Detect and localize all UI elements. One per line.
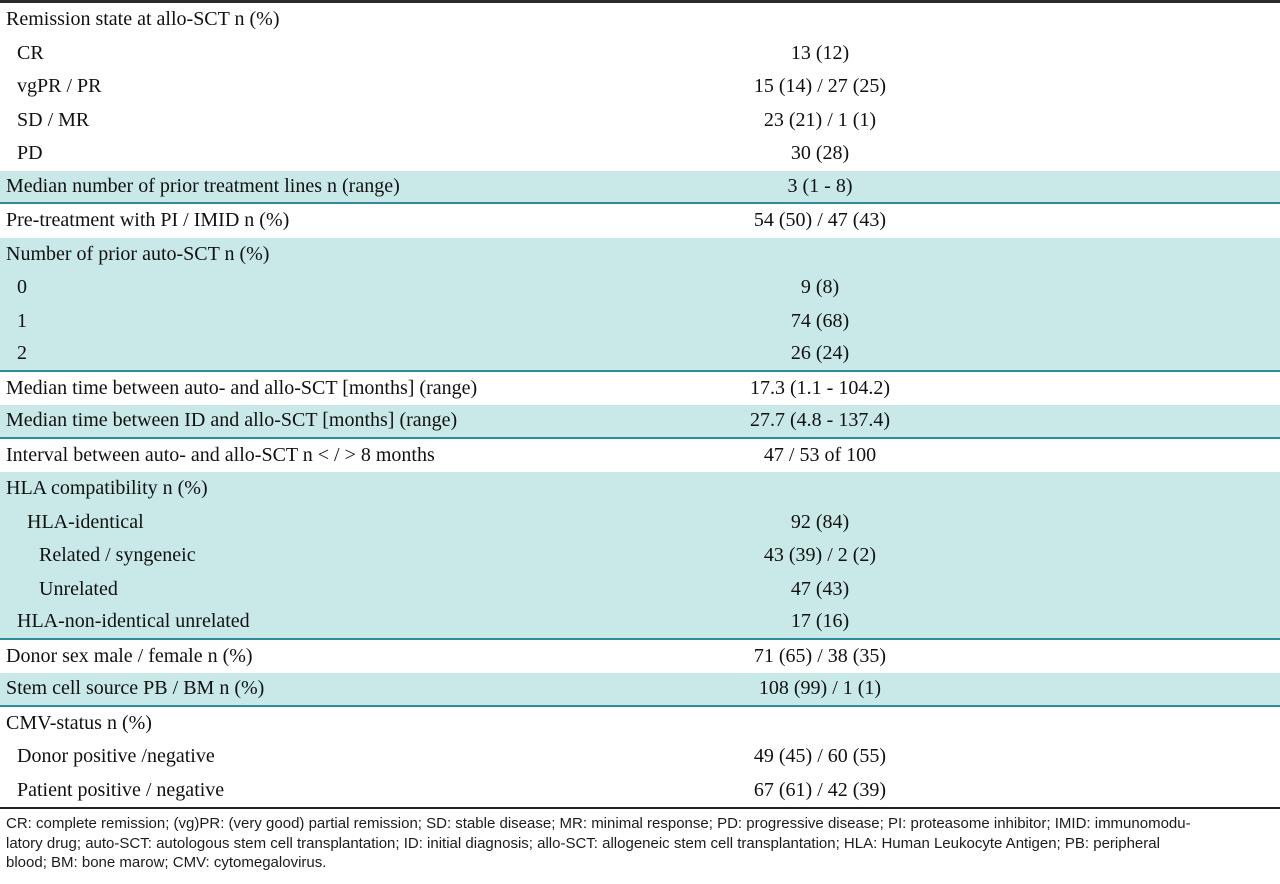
row-value: 71 (65) / 38 (35) <box>753 644 887 667</box>
row-label: Donor positive /negative <box>17 745 215 768</box>
table-row: Unrelated 47 (43) <box>0 572 1280 606</box>
row-label: Number of prior auto-SCT n (%) <box>6 242 270 265</box>
row-label: CMV-status n (%) <box>6 711 152 734</box>
row-label: Related / syngeneic <box>39 544 196 567</box>
row-label: CR <box>17 41 44 64</box>
row-label: Unrelated <box>39 577 118 600</box>
row-value: 27.7 (4.8 - 137.4) <box>750 409 890 432</box>
row-value: 3 (1 - 8) <box>787 174 853 197</box>
row-value: 92 (84) <box>790 510 850 533</box>
row-label: Remission state at allo-SCT n (%) <box>6 8 280 31</box>
table-row: HLA-identical 92 (84) <box>0 505 1280 539</box>
row-label: Donor sex male / female n (%) <box>6 644 253 667</box>
table-footnote: CR: complete remission; (vg)PR: (very go… <box>0 809 1280 873</box>
table-row: HLA-non-identical unrelated 17 (16) <box>0 606 1280 640</box>
row-label: HLA compatibility n (%) <box>6 477 208 500</box>
row-value: 13 (12) <box>790 41 850 64</box>
table-row: CMV-status n (%) <box>0 707 1280 741</box>
table-row: Related / syngeneic 43 (39) / 2 (2) <box>0 539 1280 573</box>
table-row: Number of prior auto-SCT n (%) <box>0 237 1280 271</box>
table-row: Patient positive / negative 67 (61) / 42… <box>0 774 1280 808</box>
row-value: 23 (21) / 1 (1) <box>763 108 877 131</box>
row-value: 54 (50) / 47 (43) <box>753 209 887 232</box>
row-value: 47 (43) <box>790 577 850 600</box>
row-value: 9 (8) <box>800 276 840 299</box>
row-label: 1 <box>17 309 27 332</box>
row-label: Pre-treatment with PI / IMID n (%) <box>6 209 290 232</box>
footnote-line: blood; BM: bone marow; CMV: cytomegalovi… <box>6 854 327 871</box>
row-value: 26 (24) <box>790 342 850 365</box>
row-value: 30 (28) <box>790 142 850 165</box>
table-row: Median number of prior treatment lines n… <box>0 170 1280 204</box>
table-rows: Remission state at allo-SCT n (%) CR 13 … <box>0 3 1280 807</box>
row-label: Interval between auto- and allo-SCT n < … <box>6 443 435 466</box>
footnote-line: latory drug; auto-SCT: autologous stem c… <box>6 834 1160 852</box>
row-label: SD / MR <box>17 108 90 131</box>
row-label: 2 <box>17 342 27 365</box>
table-row: Remission state at allo-SCT n (%) <box>0 3 1280 37</box>
table-row: CR 13 (12) <box>0 37 1280 71</box>
row-value: 74 (68) <box>790 309 850 332</box>
row-label: 0 <box>17 276 27 299</box>
table-row: SD / MR 23 (21) / 1 (1) <box>0 104 1280 138</box>
table-row: Pre-treatment with PI / IMID n (%) 54 (5… <box>0 204 1280 238</box>
table-row: Median time between ID and allo-SCT [mon… <box>0 405 1280 439</box>
table-row: Donor positive /negative 49 (45) / 60 (5… <box>0 740 1280 774</box>
row-value: 15 (14) / 27 (25) <box>753 75 887 98</box>
table-row: Donor sex male / female n (%) 71 (65) / … <box>0 640 1280 674</box>
row-value: 67 (61) / 42 (39) <box>753 778 887 801</box>
row-label: PD <box>17 142 43 165</box>
row-value: 43 (39) / 2 (2) <box>763 544 877 567</box>
patient-characteristics-table: Remission state at allo-SCT n (%) CR 13 … <box>0 0 1280 809</box>
row-label: HLA-non-identical unrelated <box>17 610 250 633</box>
row-label: Patient positive / negative <box>17 778 225 801</box>
table-row: Median time between auto- and allo-SCT [… <box>0 372 1280 406</box>
table-row: 0 9 (8) <box>0 271 1280 305</box>
table-row: Interval between auto- and allo-SCT n < … <box>0 439 1280 473</box>
table-row: 1 74 (68) <box>0 304 1280 338</box>
row-value: 47 / 53 of 100 <box>763 443 877 466</box>
table-row: HLA compatibility n (%) <box>0 472 1280 506</box>
row-value: 108 (99) / 1 (1) <box>758 677 882 700</box>
row-label: Stem cell source PB / BM n (%) <box>6 677 265 700</box>
table-row: 2 26 (24) <box>0 338 1280 372</box>
row-label: Median time between ID and allo-SCT [mon… <box>6 409 458 432</box>
footnote-line: CR: complete remission; (vg)PR: (very go… <box>6 815 1191 832</box>
row-value: 17 (16) <box>790 610 850 633</box>
table-row: Stem cell source PB / BM n (%) 108 (99) … <box>0 673 1280 707</box>
table-row: vgPR / PR 15 (14) / 27 (25) <box>0 70 1280 104</box>
row-label: Median number of prior treatment lines n… <box>6 174 400 197</box>
row-label: HLA-identical <box>27 510 144 533</box>
row-value: 17.3 (1.1 - 104.2) <box>750 376 890 399</box>
row-label: vgPR / PR <box>17 75 102 98</box>
row-label: Median time between auto- and allo-SCT [… <box>6 376 478 399</box>
row-value: 49 (45) / 60 (55) <box>753 745 887 768</box>
table-row: PD 30 (28) <box>0 137 1280 171</box>
